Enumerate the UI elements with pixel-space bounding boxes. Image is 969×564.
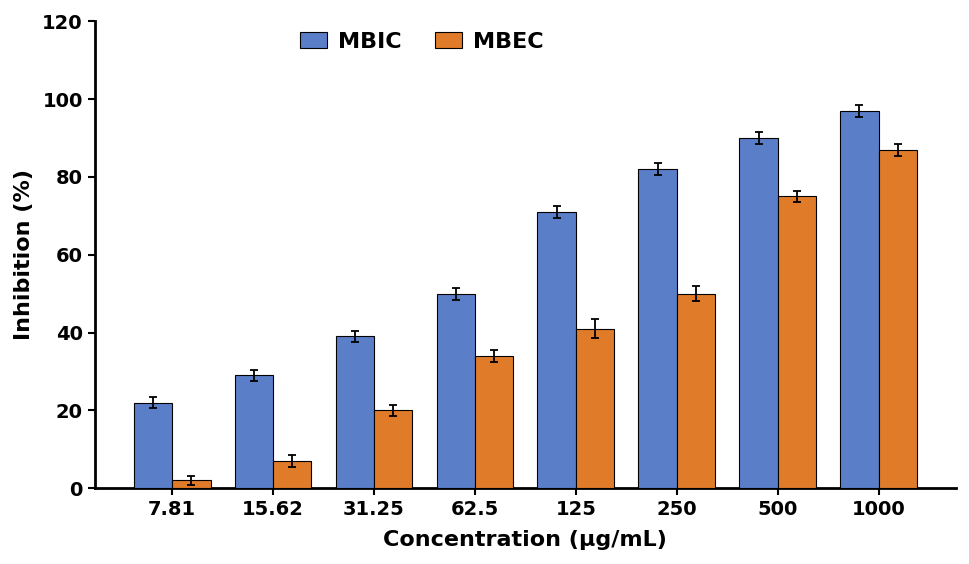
Bar [777,196,815,488]
Bar [172,481,210,488]
Bar [273,461,311,488]
Bar [234,376,273,488]
Bar [676,294,714,488]
Bar [576,329,613,488]
Bar [738,138,777,488]
Bar [475,356,513,488]
Y-axis label: Inhibition (%): Inhibition (%) [14,169,34,340]
Bar [134,403,172,488]
Legend: MBIC, MBEC: MBIC, MBEC [292,23,552,61]
Bar [878,150,916,488]
Bar [374,411,412,488]
Bar [638,169,676,488]
Bar [537,212,576,488]
X-axis label: Concentration (μg/mL): Concentration (μg/mL) [383,530,667,550]
Bar [436,294,475,488]
Bar [335,337,374,488]
Bar [839,111,878,488]
